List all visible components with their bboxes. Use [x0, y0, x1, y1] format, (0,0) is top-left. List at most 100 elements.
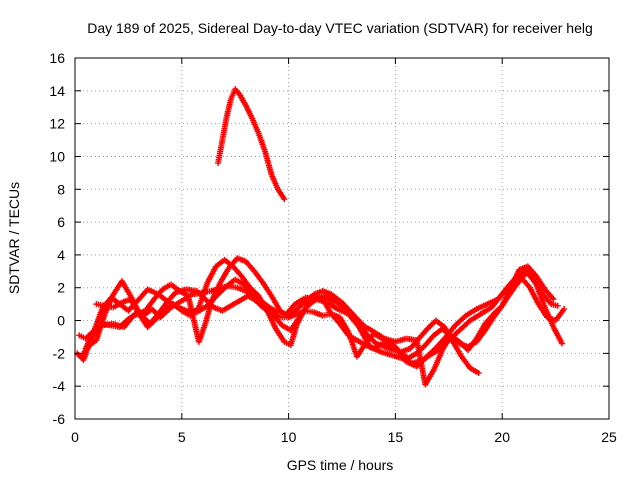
data-marker-run [479, 305, 493, 316]
data-marker-run [223, 258, 235, 269]
data-marker-run [216, 284, 229, 296]
data-marker-run [279, 314, 290, 321]
data-marker-run [293, 295, 307, 306]
y-tick-label: 16 [49, 50, 65, 66]
data-marker-run [101, 321, 113, 329]
data-marker-run [527, 286, 541, 306]
data-marker-run [143, 297, 156, 313]
data-marker-run [146, 317, 158, 329]
data-marker-run [256, 294, 270, 313]
data-marker-run [127, 312, 139, 321]
data-marker-run [205, 265, 219, 285]
data-marker-run [112, 300, 124, 310]
data-marker-run [233, 87, 241, 96]
data-marker-run [250, 117, 261, 135]
data-marker-run [180, 308, 192, 318]
data-marker-run [288, 322, 300, 347]
data-marker-run [163, 302, 175, 313]
data-marker-run [425, 318, 438, 331]
data-marker-run [142, 307, 154, 318]
data-marker-run [178, 289, 190, 298]
data-marker-run [362, 323, 376, 334]
data-marker-run [321, 311, 333, 319]
data-marker-run [389, 344, 401, 354]
y-tick-label: 4 [57, 247, 65, 263]
data-marker-run [188, 305, 201, 318]
data-marker-run [340, 300, 355, 316]
data-marker-run [248, 286, 261, 298]
data-marker-run [269, 173, 281, 191]
data-marker-run [423, 368, 436, 386]
data-marker-run [468, 366, 480, 376]
data-marker-run [128, 297, 142, 316]
data-marker-run [271, 314, 284, 328]
data-marker-run [261, 281, 274, 298]
data-marker-run [526, 264, 539, 278]
data-marker-run [110, 322, 121, 330]
data-marker-run [265, 309, 278, 331]
data-marker-run [551, 325, 565, 345]
data-point [561, 306, 568, 313]
data-marker-run [269, 294, 283, 313]
data-marker-run [287, 307, 299, 319]
data-marker-run [417, 327, 430, 341]
y-tick-label: 8 [57, 181, 65, 197]
data-marker-run [295, 299, 308, 311]
y-axis-label: SDTVAR / TECUs [6, 182, 22, 294]
data-marker-run [491, 304, 504, 319]
x-axis-label: GPS time / hours [287, 457, 394, 473]
data-marker-run [92, 322, 105, 333]
data-point [475, 370, 482, 377]
data-marker-run [219, 116, 230, 142]
data-marker-run [525, 270, 539, 286]
data-marker-run [338, 322, 351, 337]
data-marker-run [508, 268, 522, 290]
data-marker-run [534, 283, 548, 309]
data-point [559, 340, 566, 347]
data-marker-run [227, 283, 239, 291]
data-marker-run [406, 351, 419, 361]
data-marker-run [332, 298, 344, 308]
data-marker-run [172, 302, 184, 313]
data-marker-run [329, 312, 342, 326]
data-marker-run [246, 293, 258, 303]
y-tick-label: 0 [57, 313, 65, 329]
data-marker-run [215, 139, 225, 165]
data-marker-run [295, 306, 308, 326]
y-tick-label: 2 [57, 280, 65, 296]
data-marker-run [202, 299, 215, 326]
data-marker-run [543, 287, 556, 301]
y-tick-label: 12 [49, 116, 65, 132]
data-marker-run [351, 312, 365, 327]
series-track-6 [215, 86, 288, 203]
data-marker-run [474, 329, 487, 344]
data-marker-run [542, 306, 556, 329]
data-marker-run [233, 277, 245, 287]
series-track-5 [93, 256, 557, 362]
data-marker-run [161, 282, 173, 292]
data-marker-run [152, 287, 165, 301]
data-marker-run [242, 282, 254, 295]
data-marker-run [195, 303, 209, 315]
data-marker-run [366, 333, 378, 346]
data-marker-run [165, 291, 178, 305]
data-marker-run [449, 335, 461, 346]
data-marker-run [243, 104, 255, 121]
data-marker-run [209, 281, 223, 303]
data-marker-run [119, 279, 133, 298]
plot-frame [74, 57, 610, 420]
data-marker-run [500, 286, 513, 308]
data-marker-run [156, 301, 169, 316]
data-marker-run [284, 302, 297, 316]
data-marker-run [83, 329, 97, 350]
data-marker-run [466, 339, 478, 349]
data-marker-run [237, 92, 248, 107]
y-tick-label: 6 [57, 214, 65, 230]
data-marker-run [550, 301, 559, 309]
data-marker-run [268, 305, 280, 315]
data-marker-run [553, 307, 566, 322]
data-marker-run [486, 297, 500, 307]
data-marker-run [541, 292, 554, 306]
data-marker-run [496, 284, 511, 301]
